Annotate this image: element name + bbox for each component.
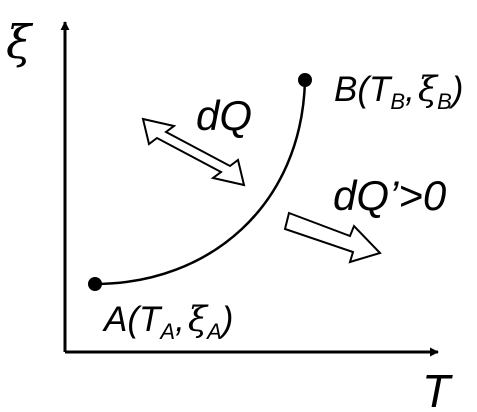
arrow-right-icon bbox=[283, 211, 382, 264]
point-b-label: B(TB,ξB) bbox=[334, 70, 463, 114]
y-axis-label: ξ bbox=[6, 15, 34, 69]
x-axis-label: T bbox=[422, 365, 453, 412]
internal-heat-label: dQ’>0 bbox=[333, 172, 447, 219]
point-b-marker bbox=[298, 73, 312, 87]
heat-exchange-label: dQ bbox=[196, 92, 252, 139]
point-a-marker bbox=[88, 277, 102, 291]
point-a-label: A(TA,ξA) bbox=[102, 300, 233, 344]
process-curve bbox=[94, 79, 307, 286]
double-headed-arrow-icon bbox=[141, 117, 246, 187]
